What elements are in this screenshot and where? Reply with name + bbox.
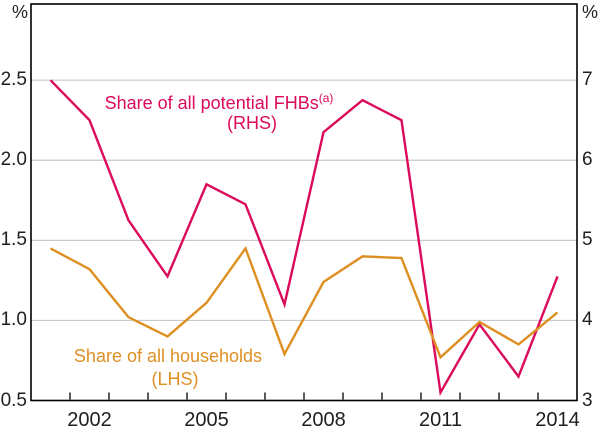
series-line-right (49, 79, 559, 397)
series-label-households-axis: (LHS) (151, 369, 199, 389)
right-axis-tick-label: 6 (582, 149, 593, 171)
series-label-households-main: Share of all households (73, 346, 263, 366)
left-axis-tick-label: 1.0 (0, 309, 27, 331)
footnote-marker: (a) (318, 91, 334, 105)
x-axis-year-label: 2008 (301, 409, 346, 431)
series-label-potential-fhbs-text: Share of all potential FHBs(a) (105, 91, 334, 114)
series-label-potential-fhbs-main: Share of all potential FHBs (104, 93, 319, 113)
right-axis-tick-label: 4 (582, 309, 593, 331)
left-axis-tick-label: 2.5 (0, 69, 27, 91)
left-axis-tick-label: 2.0 (0, 149, 27, 171)
x-axis-year-label: 2014 (535, 409, 580, 431)
left-axis-unit-label: % (11, 2, 28, 22)
right-axis-tick-label: 5 (582, 229, 593, 251)
right-axis-tick-label: 3 (582, 389, 593, 411)
x-axis-year-label: 2005 (184, 409, 229, 431)
series-line-left (49, 245, 559, 360)
series-label-potential-fhbs-axis: (RHS) (227, 113, 277, 133)
left-axis-tick-label: 0.5 (0, 389, 27, 411)
right-axis-unit-label: % (582, 2, 599, 22)
left-axis-tick-label: 1.5 (0, 229, 27, 251)
x-axis-year-label: 2002 (67, 409, 112, 431)
right-axis-tick-label: 7 (582, 69, 593, 91)
plot-frame (30, 3, 578, 402)
x-axis-year-label: 2011 (418, 409, 462, 431)
